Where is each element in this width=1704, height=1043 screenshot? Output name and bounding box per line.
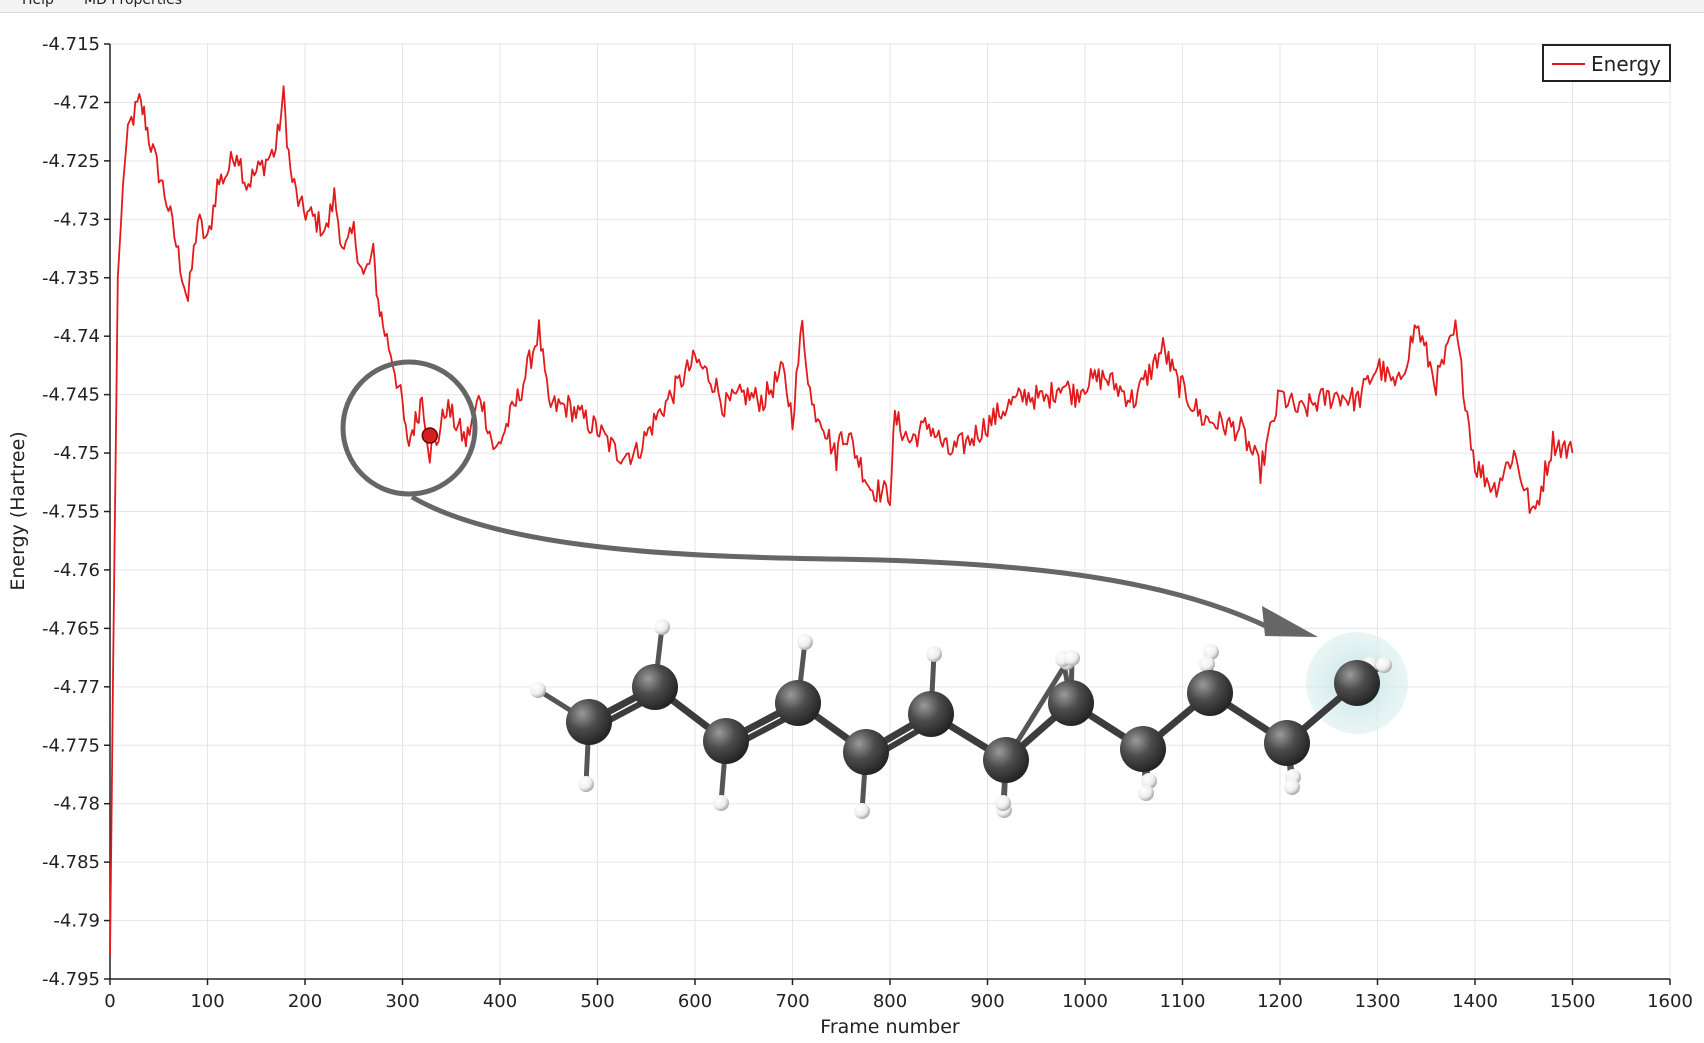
annotation [340, 359, 1318, 637]
x-tick-label: 800 [873, 991, 907, 1012]
hydrogen-atom [1284, 779, 1300, 795]
x-tick-label: 1600 [1647, 991, 1693, 1012]
energy-series-line [109, 85, 1574, 956]
carbon-atom [775, 680, 821, 726]
y-tick-label: -4.785 [42, 852, 100, 873]
y-tick-label: -4.79 [53, 911, 100, 932]
x-tick-label: 300 [385, 991, 419, 1012]
carbon-atom [908, 691, 954, 737]
molecule-snapshot [530, 619, 1408, 819]
legend-label-energy: Energy [1591, 52, 1661, 76]
hydrogen-atom [1138, 785, 1154, 801]
hydrogen-atom [1064, 650, 1080, 666]
x-tick-label: 1400 [1452, 991, 1498, 1012]
x-tick-label: 500 [580, 991, 614, 1012]
hydrogen-atom [1376, 657, 1392, 673]
x-tick-label: 200 [288, 991, 322, 1012]
y-tick-label: -4.77 [53, 677, 100, 698]
axes [104, 43, 1671, 985]
highlight-circle [340, 359, 478, 497]
hydrogen-atom [578, 776, 594, 792]
carbon-atom [843, 729, 889, 775]
menu-md-properties[interactable]: MD Properties [84, 0, 183, 8]
y-tick-label: -4.715 [42, 34, 100, 55]
y-tick-label: -4.775 [42, 735, 100, 756]
menu-help[interactable]: Help [22, 0, 54, 8]
y-tick-label: -4.765 [42, 618, 100, 639]
hydrogen-atom [854, 803, 870, 819]
x-tick-label: 400 [483, 991, 517, 1012]
hydrogen-atom [926, 646, 942, 662]
carbon-atom [1334, 660, 1380, 706]
x-axis-label: Frame number [820, 1016, 960, 1038]
y-tick-label: -4.75 [53, 443, 100, 464]
y-tick-label: -4.735 [42, 268, 100, 289]
annotation-arrow [410, 494, 1272, 631]
x-tick-label: 700 [775, 991, 809, 1012]
x-tick-label: 1100 [1160, 991, 1206, 1012]
legend: Energy [1542, 44, 1671, 82]
y-tick-label: -4.73 [53, 209, 100, 230]
selected-frame-marker[interactable] [421, 427, 439, 444]
carbon-atom [1120, 726, 1166, 772]
hydrogen-atom [530, 682, 546, 698]
x-tick-labels: 0 100 200 300 400 500 600 700 800 900 1000 1100 1200… [104, 991, 1693, 1012]
carbon-atom [632, 664, 678, 710]
y-tick-label: -4.74 [53, 326, 100, 347]
x-tick-label: 1300 [1355, 991, 1401, 1012]
hydrogen-atom [995, 795, 1011, 811]
menu-bar: Help MD Properties [0, 0, 1704, 13]
energy-chart: 0 100 200 300 400 500 600 700 800 900 1000 1100 1200… [7, 34, 1693, 1038]
x-tick-label: 0 [104, 991, 115, 1012]
y-tick-label: -4.76 [53, 560, 100, 581]
carbon-atom [566, 699, 612, 745]
x-tick-label: 1500 [1550, 991, 1596, 1012]
hydrogen-atom [654, 619, 670, 635]
y-tick-labels: -4.715 -4.72 -4.725 -4.73 -4.735 -4.74 -4.745 -… [42, 34, 100, 990]
y-tick-label: -4.78 [53, 794, 100, 815]
y-tick-label: -4.725 [42, 151, 100, 172]
hydrogen-atom [713, 795, 729, 811]
x-tick-label: 1000 [1062, 991, 1108, 1012]
grid-lines [110, 43, 1671, 979]
carbon-atom [1048, 680, 1094, 726]
carbon-atom [703, 718, 749, 764]
x-tick-label: 900 [970, 991, 1004, 1012]
hydrogen-atom [797, 634, 813, 650]
y-tick-label: -4.755 [42, 502, 100, 523]
carbon-atom [983, 737, 1029, 783]
x-tick-label: 600 [678, 991, 712, 1012]
y-tick-label: -4.72 [53, 92, 100, 113]
x-tick-label: 100 [190, 991, 224, 1012]
bonds [536, 626, 1386, 812]
x-tick-label: 1200 [1257, 991, 1303, 1012]
annotation-arrowhead [1262, 606, 1318, 637]
carbon-atom [1264, 720, 1310, 766]
hydrogen-atom [1141, 773, 1157, 789]
hydrogen-atom [1199, 656, 1215, 672]
y-tick-label: -4.745 [42, 385, 100, 406]
y-tick-label: -4.795 [42, 969, 100, 990]
atoms [530, 619, 1392, 819]
y-axis-label: Energy (Hartree) [7, 431, 29, 590]
carbon-atom [1187, 670, 1233, 716]
